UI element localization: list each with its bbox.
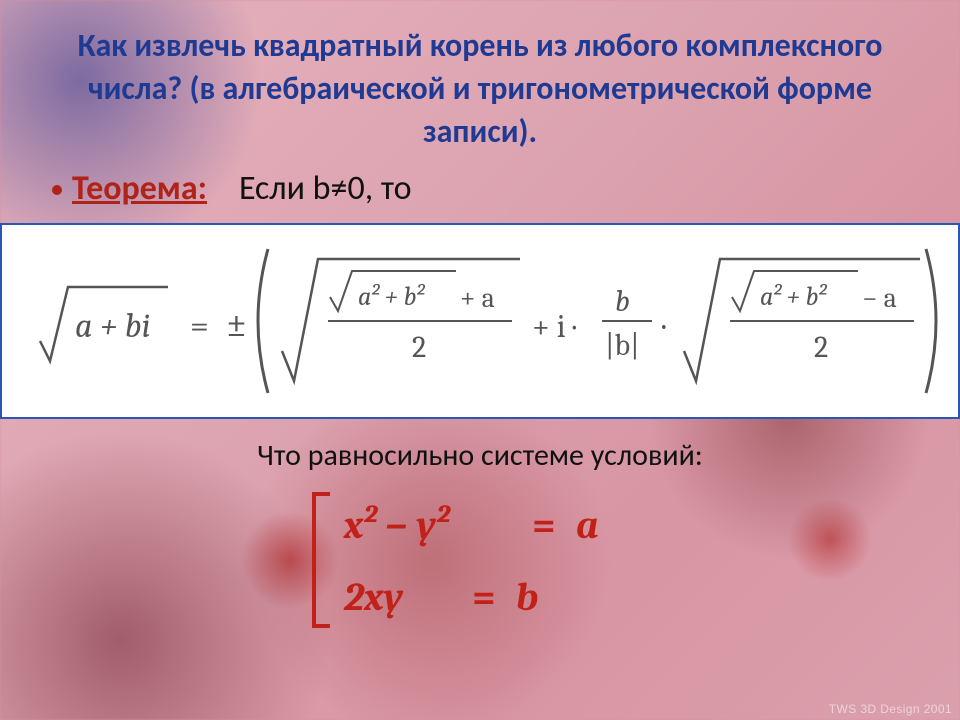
eq-sign: = (190, 306, 209, 346)
plus-i: + i · (532, 308, 577, 345)
theorem-line: Теорема: Если b≠0, то (52, 168, 912, 209)
inner-root-2: a² + b² (760, 282, 828, 312)
dot-2: · (662, 306, 666, 346)
system-block: x² − y² = a 2xy = b (48, 480, 912, 640)
denom-2: 2 (814, 330, 828, 365)
real-tail: + a (460, 282, 495, 314)
sys-eq2-rhs: b (516, 574, 539, 620)
slide-body: Теорема: Если b≠0, то a + bi = ± (0, 160, 960, 640)
sub-caption: Что равносильно системе условий: (48, 437, 912, 474)
lhs-under-root: a + bi (75, 306, 151, 346)
theorem-condition: Если b≠0, то (239, 168, 412, 209)
pm-sign: ± (226, 303, 247, 347)
bfrac-den: |b| (605, 328, 640, 363)
inner-root-1: a² + b² (358, 282, 426, 312)
slide-title: Как извлечь квадратный корень из любого … (0, 0, 960, 160)
svg-text:=: = (472, 574, 496, 620)
imag-tail: − a (862, 282, 897, 314)
sys-eq1-lhs: x² − y² (343, 502, 451, 548)
bfrac-num: b (615, 284, 630, 319)
sys-eq2-lhs: 2xy (343, 574, 404, 620)
denom-1: 2 (412, 330, 426, 365)
system-svg: x² − y² = a 2xy = b (300, 480, 660, 640)
bullet-icon (52, 185, 62, 195)
formula-box: a + bi = ± a² + b² + a 2 + (0, 223, 960, 419)
sys-eq1-rhs: a (576, 502, 599, 548)
watermark: TWS 3D Design 2001 (829, 702, 952, 716)
slide-content: Как извлечь квадратный корень из любого … (0, 0, 960, 720)
formula-svg: a + bi = ± a² + b² + a 2 + (20, 235, 940, 407)
svg-text:=: = (532, 502, 556, 548)
theorem-label: Теорема: (72, 168, 207, 209)
